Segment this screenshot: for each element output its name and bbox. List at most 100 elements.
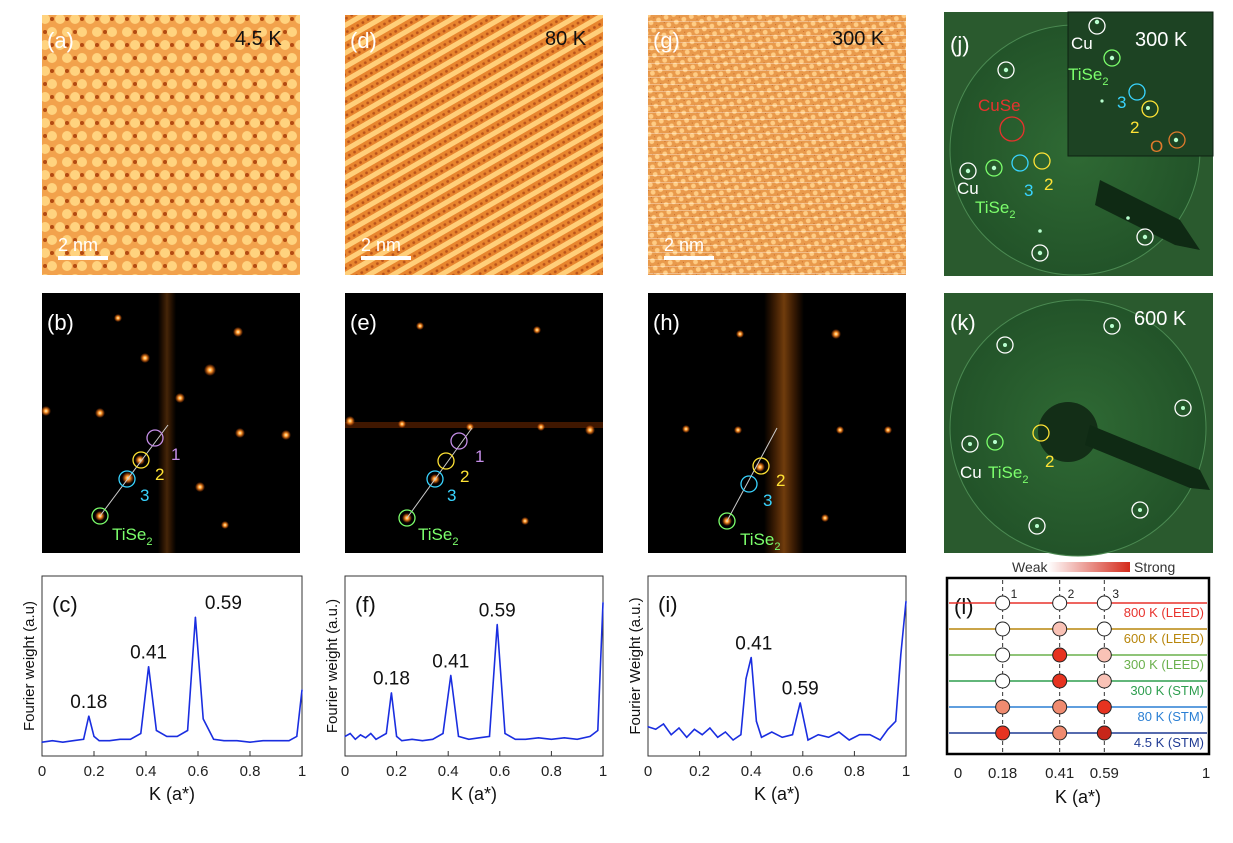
fft-circles-b (91, 429, 164, 525)
y-axis-label-f: Fourier weight (a.u.) (324, 599, 341, 733)
column-number-label: 2 (1068, 587, 1075, 601)
data-point-c (187, 729, 189, 732)
data-point-f (385, 732, 387, 735)
data-point-i (869, 734, 871, 736)
panel-label-j: (j) (950, 32, 970, 57)
cuse-label-j: CuSe (978, 96, 1021, 115)
x-tick-label-i: 1 (902, 763, 910, 780)
inset-num-3-j: 3 (1117, 93, 1126, 112)
data-point-f (380, 735, 382, 737)
intensity-marker (1052, 595, 1068, 611)
num-3-j: 3 (1024, 181, 1033, 200)
scale-bar-g (664, 256, 714, 260)
num-1-b: 1 (171, 445, 180, 464)
data-point-f (488, 735, 491, 737)
data-point-c (88, 715, 90, 717)
data-point-i (717, 736, 719, 738)
data-point-i (709, 727, 711, 729)
x-tick-label-f: 0.2 (386, 763, 407, 780)
tise-label-k: TiSe2 (988, 463, 1028, 486)
data-point-f (359, 734, 362, 736)
stm-panel-g: (g) 300 K 2 nm (648, 15, 906, 275)
data-point-c (51, 740, 54, 742)
data-point-f (344, 735, 346, 737)
data-point-c (98, 740, 100, 742)
data-point-i (678, 727, 680, 729)
x-tick-label-i: 0.8 (844, 763, 865, 780)
data-point-f (525, 738, 527, 740)
panel-label-a: (a) (47, 28, 74, 53)
fft-panel-e: (e) 1 2 3 TiSe2 (345, 293, 603, 553)
chart-frame-i (647, 575, 907, 757)
row-label: 600 K (LEED) (1124, 631, 1204, 646)
electron-gun-shadow-k (1085, 425, 1210, 490)
tise-label-j: TiSe2 (975, 198, 1015, 221)
data-point-c (213, 738, 215, 740)
row-label: 800 K (LEED) (1124, 605, 1204, 620)
y-axis-label-i: Fourier Weight (a.u.) (627, 597, 644, 734)
num-1-e: 1 (475, 447, 484, 466)
data-point-i (879, 739, 881, 741)
data-point-i (838, 731, 840, 733)
intensity-marker (995, 673, 1011, 689)
num-2-e: 2 (460, 467, 469, 486)
panel-label-k: (k) (950, 310, 976, 335)
scale-bar-a (58, 256, 108, 260)
intensity-marker (1096, 621, 1112, 637)
x-tick-label-i: 0.6 (792, 763, 813, 780)
num-2-h: 2 (776, 471, 785, 490)
panel-label-b: (b) (47, 310, 74, 335)
scale-bar-d (361, 256, 411, 260)
cu-label-j: Cu (957, 179, 979, 198)
data-point-c (83, 738, 85, 740)
num-3-e: 3 (447, 486, 456, 505)
data-point-c (148, 665, 150, 668)
data-point-i (905, 600, 907, 602)
leed-panel-k: (k) 600 K Cu TiSe2 2 (944, 293, 1213, 557)
inset-num-2-j: 2 (1130, 118, 1139, 137)
data-point-c (296, 735, 298, 737)
fft-image-e (345, 293, 603, 553)
x-tick-label-i: 0.4 (741, 763, 762, 780)
data-point-c (262, 740, 264, 742)
data-point-f (401, 740, 403, 742)
fft-panel-h: (h) 2 3 TiSe2 (648, 293, 906, 553)
x-axis-label-l: K (a*) (1055, 787, 1101, 807)
data-point-f (478, 737, 480, 739)
leed-gun-k (1038, 402, 1098, 462)
peak-label-c: 0.41 (130, 643, 167, 664)
panel-label-f: (f) (355, 592, 376, 617)
column-number-label: 3 (1112, 587, 1119, 601)
num-2-b: 2 (155, 465, 164, 484)
x-tick-label-f: 1 (599, 763, 607, 780)
peak-label-f: 0.41 (432, 651, 469, 672)
fft-streak-e (345, 422, 603, 428)
data-point-f (576, 738, 578, 740)
data-point-i (895, 720, 897, 722)
data-point-c (236, 740, 238, 742)
leed-inset-j (1067, 11, 1214, 157)
data-point-i (686, 736, 688, 738)
row-label: 80 K (STM) (1138, 709, 1204, 724)
stm-panel-a: (a) 4.5 K 2 nm (42, 15, 300, 275)
data-point-f (550, 738, 553, 740)
stm-image-d (345, 15, 603, 275)
fft-circles-e (398, 432, 468, 527)
data-point-c (155, 729, 157, 732)
data-point-i (760, 736, 763, 738)
data-point-c (119, 738, 121, 740)
data-point-i (724, 731, 727, 733)
data-point-f (450, 674, 452, 676)
data-point-i (647, 726, 649, 728)
data-point-i (791, 734, 794, 736)
data-point-i (732, 739, 734, 741)
peak-label-i: 0.59 (782, 679, 819, 700)
data-point-i (701, 734, 703, 736)
data-point-f (589, 735, 591, 737)
intensity-marker (1052, 673, 1068, 689)
x-tick-label-i: 0 (644, 763, 652, 780)
data-point-c (93, 735, 95, 737)
column-number-label: 1 (1011, 587, 1018, 601)
data-point-c (194, 616, 196, 618)
leed-spots-k (968, 324, 1185, 528)
